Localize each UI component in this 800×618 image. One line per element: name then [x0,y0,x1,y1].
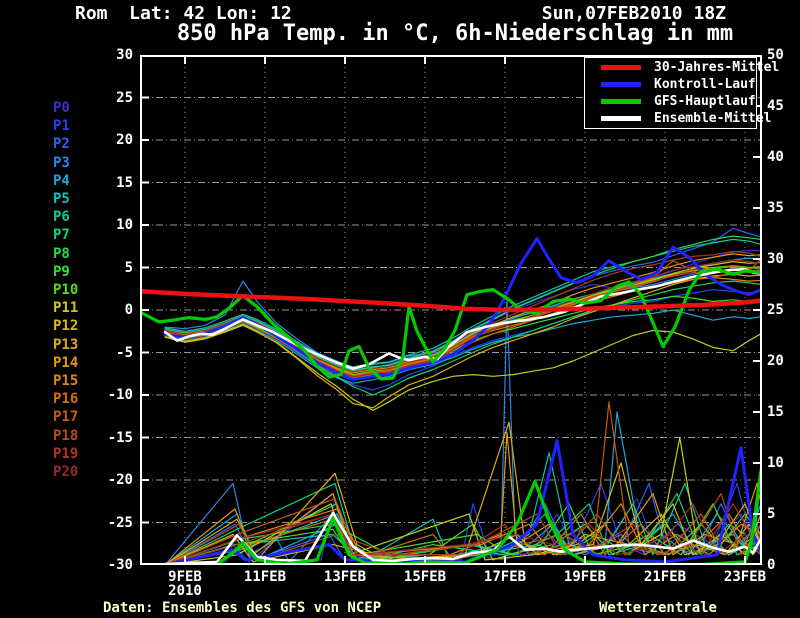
x-label-19FEB: 19FEB [563,569,607,585]
member-temp-line-P0 [164,249,762,371]
member-label-P18: P18 [53,427,79,444]
member-label-P12: P12 [53,318,79,335]
y-left-label-30: 30 [116,47,133,63]
climate-mean-line [140,289,762,313]
legend-line-sample [601,116,641,121]
member-label-P16: P16 [53,391,79,408]
legend-label: GFS-Hauptlauf [654,94,756,109]
member-label-P14: P14 [53,354,79,371]
member-temp-line-P4 [164,309,762,384]
member-label-P2: P2 [53,136,70,153]
y-left-label--25: -25 [107,514,133,531]
y-right-label-35: 35 [767,200,784,216]
legend-line-sample [601,99,641,104]
legend-row-2: GFS-Hauptlauf [585,94,756,109]
y-right-label-10: 10 [767,455,784,471]
legend-line-sample [601,82,641,87]
legend-line-sample [601,65,641,70]
chart-title: 850 hPa Temp. in °C, 6h-Niederschlag in … [176,21,734,46]
y-right-label-30: 30 [767,251,784,267]
member-label-P11: P11 [53,300,79,317]
y-left-label-25: 25 [116,89,133,106]
member-temp-line-P13 [164,273,762,409]
y-left-label-15: 15 [116,174,133,191]
member-label-P20: P20 [53,464,79,480]
station-header: Rom Lat: 42 Lon: 12 [75,3,292,24]
y-right-label-0: 0 [767,557,776,573]
member-precip-line-P19 [164,503,762,565]
y-left-label--10: -10 [107,387,133,403]
member-label-P17: P17 [53,409,79,426]
y-right-label-5: 5 [767,506,776,522]
legend-label: Kontroll-Lauf [654,77,756,92]
y-right-label-40: 40 [767,149,784,165]
y-right-label-50: 50 [767,47,784,63]
y-left-label-10: 10 [116,217,133,233]
member-label-P0: P0 [53,100,70,116]
member-label-P7: P7 [53,227,70,244]
y-left-label-20: 20 [116,132,133,148]
footer-brand: Wetterzentrale [598,600,717,616]
control-precip-line [163,439,762,565]
legend-row-3: Ensemble-Mittel [585,111,771,126]
member-label-P9: P9 [53,263,70,280]
member-temp-line-P7 [164,280,762,396]
member-label-P19: P19 [53,445,79,462]
y-right-label-25: 25 [767,302,784,318]
y-right-label-15: 15 [767,404,784,420]
x-label-15FEB: 15FEB [403,569,447,585]
y-left-label--15: -15 [107,429,133,446]
run-datetime: Sun,07FEB2010 18Z [541,3,726,24]
legend-box: 30-Jahres-Mittel Kontroll-Lauf GFS-Hauptla… [584,57,779,129]
footer-data-source: Daten: Ensembles des GFS von NCEP [103,600,382,616]
y-left-label--20: -20 [107,472,133,488]
member-temp-line-P19 [164,250,762,373]
x-label-21FEB: 21FEB [643,569,687,585]
y-right-label-45: 45 [767,98,784,114]
legend-row-0: 30-Jahres-Mittel [585,60,779,75]
member-label-P1: P1 [53,118,70,135]
y-left-label-5: 5 [124,259,133,276]
gfs-temp-line [140,267,762,381]
y-left-label--5: -5 [116,344,133,361]
legend-label: Ensemble-Mittel [654,111,772,126]
x-label-11FEB: 11FEB [243,569,287,585]
x-label-23FEB: 23FEB [723,569,767,585]
plot-frame [140,55,762,565]
x-label-9FEB: 9FEB [168,569,202,585]
y-right-label-20: 20 [767,353,784,369]
member-label-P6: P6 [53,209,70,226]
member-label-P13: P13 [53,336,79,353]
member-precip-line-P17 [164,401,762,565]
x-label-17FEB: 17FEB [483,569,527,585]
member-label-P10: P10 [53,282,79,298]
legend-label: 30-Jahres-Mittel [654,60,780,75]
member-label-P5: P5 [53,191,70,207]
legend-row-1: Kontroll-Lauf [585,77,756,92]
member-label-P8: P8 [53,245,70,262]
meteogram-plot [140,55,762,565]
member-label-P3: P3 [53,154,70,171]
member-label-P15: P15 [53,373,79,389]
y-left-label--30: -30 [107,557,133,573]
x-label-13FEB: 13FEB [323,569,367,585]
x-label-year: 2010 [168,583,202,599]
member-label-P4: P4 [53,172,70,189]
y-left-label-0: 0 [124,302,133,318]
